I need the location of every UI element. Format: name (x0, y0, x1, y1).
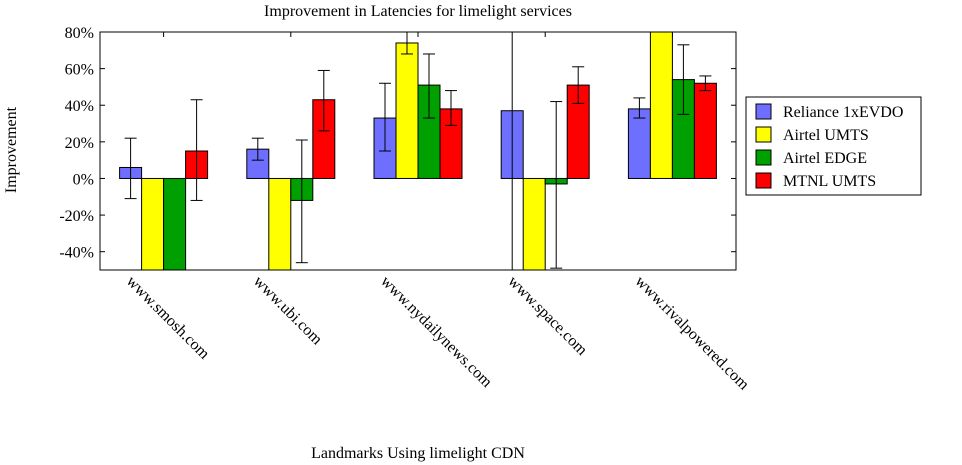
x-tick-label: www.smosh.com (123, 273, 213, 363)
y-tick-label: 40% (65, 98, 94, 115)
plot-area: -40% -20% 0% 20% 40% 60% 80% www.smosh.com www.u… (59, 25, 752, 394)
x-axis-label: Landmarks Using limelight CDN (311, 445, 525, 462)
y-tick-label: -40% (59, 245, 94, 262)
legend-box (745, 96, 922, 196)
bar (627, 108, 651, 179)
y-tick-label: -20% (59, 208, 94, 225)
legend-swatch (755, 103, 772, 120)
x-tick-label: www.ubi.com (250, 273, 326, 349)
legend-label: Airtel EDGE (783, 150, 867, 167)
legend-swatch (755, 126, 772, 143)
y-tick-label: 80% (65, 25, 94, 42)
x-tick-label: www.rivalpowered.com (632, 273, 753, 394)
legend-label: Reliance 1xEVDO (783, 104, 903, 121)
legend-swatch (755, 172, 772, 189)
bar (693, 82, 717, 179)
chart-title: Improvement in Latencies for limelight s… (264, 3, 572, 20)
x-tick-label: www.nydailynews.com (377, 273, 496, 392)
y-axis-label: Improvement (3, 106, 20, 193)
bar (649, 31, 673, 179)
legend-label: MTNL UMTS (783, 173, 876, 190)
legend-label: Airtel UMTS (783, 127, 869, 144)
y-tick-label: 60% (65, 62, 94, 79)
bar (163, 177, 187, 271)
legend: Reliance 1xEVDO Airtel UMTS Airtel EDGE MTN… (745, 96, 922, 196)
y-tick-label: 20% (65, 135, 94, 152)
x-tick-label: www.space.com (504, 273, 590, 359)
legend-swatch (755, 149, 772, 166)
bar (395, 42, 419, 179)
y-tick-label: 0% (73, 171, 94, 188)
bar (141, 177, 165, 271)
bar (522, 177, 546, 271)
bar (268, 177, 292, 271)
